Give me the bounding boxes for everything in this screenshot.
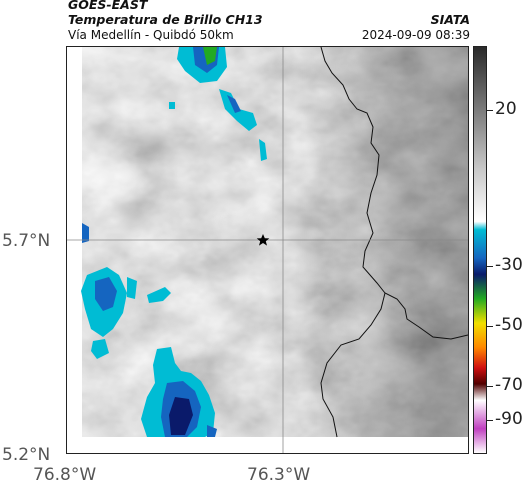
lon-label-76.3: 76.3°W — [247, 465, 311, 485]
colorbar — [473, 46, 487, 454]
star-icon[interactable] — [256, 234, 270, 246]
lat-label-5.7: 5.7°N — [2, 231, 51, 251]
border-lines — [320, 47, 468, 438]
brightness-field — [82, 47, 468, 437]
colorbar-label: -50 — [495, 315, 523, 335]
colorbar-tick — [487, 110, 493, 111]
timestamp: 2024-09-09 08:39 — [361, 28, 470, 42]
colorbar-label: 20 — [495, 99, 517, 119]
agency-title: GOES-EAST — [68, 0, 148, 12]
colorbar-tick — [487, 326, 493, 327]
cold-cloud-cells — [81, 47, 267, 437]
colorbar-tick — [487, 386, 493, 387]
brand-label: SIATA — [430, 12, 470, 27]
colorbar-label: -90 — [495, 409, 523, 429]
satellite-map[interactable] — [66, 46, 469, 454]
colorbar-label: -30 — [495, 255, 523, 275]
lon-label-76.8: 76.8°W — [33, 465, 97, 485]
colorbar-tick — [487, 266, 493, 267]
no-data-margin — [67, 437, 468, 453]
colorbar-label: -70 — [495, 375, 523, 395]
colorbar-tick — [487, 420, 493, 421]
graticule — [67, 47, 468, 453]
lat-label-5.2: 5.2°N — [2, 445, 51, 465]
route-subtitle: Vía Medellín - Quibdó 50km — [68, 28, 234, 42]
product-title: Temperatura de Brillo CH13 — [68, 12, 263, 27]
map-canvas — [67, 47, 468, 453]
